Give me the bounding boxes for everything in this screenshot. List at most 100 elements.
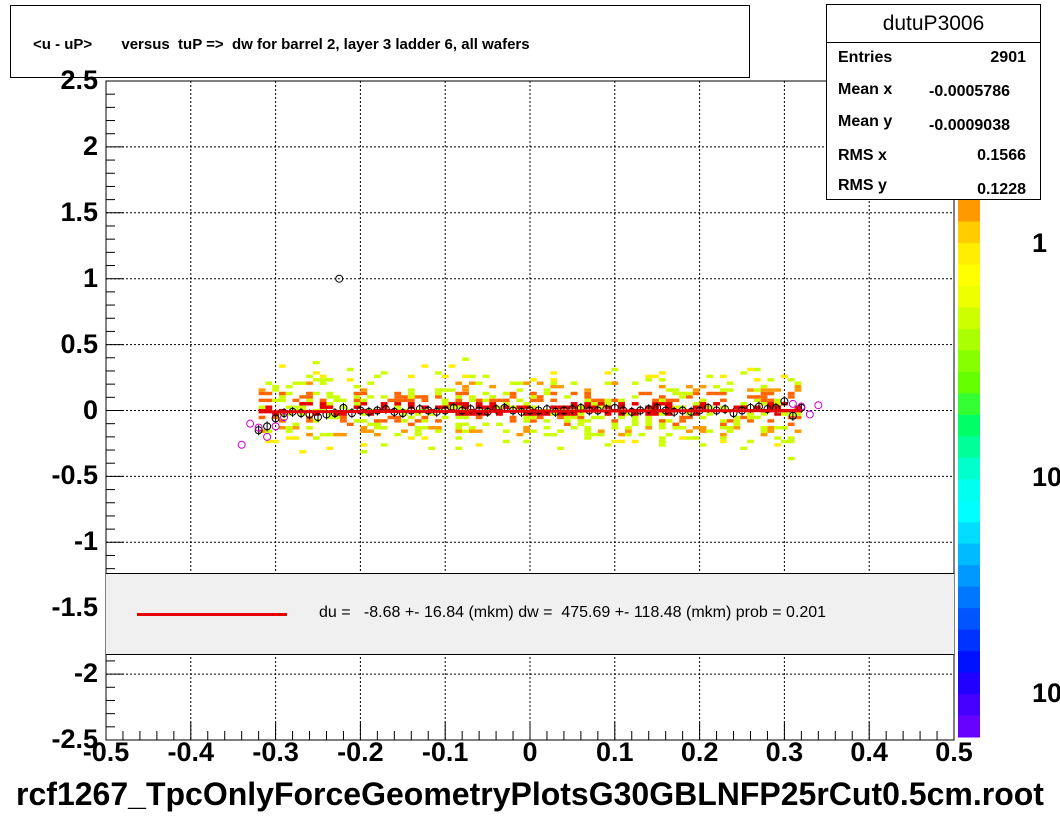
heatmap-cell bbox=[706, 405, 714, 409]
heatmap-cell bbox=[367, 395, 374, 399]
heatmap-cell bbox=[312, 378, 320, 382]
heatmap-cell bbox=[353, 419, 361, 423]
heatmap-cell bbox=[292, 422, 300, 427]
heatmap-cell bbox=[597, 405, 605, 409]
heatmap-cell bbox=[455, 429, 463, 433]
heatmap-cell bbox=[604, 381, 612, 385]
palette-swatch bbox=[958, 543, 980, 566]
heatmap-cells bbox=[258, 357, 802, 461]
heatmap-cell bbox=[652, 398, 659, 403]
heatmap-cell bbox=[306, 381, 313, 385]
heatmap-cell bbox=[421, 398, 429, 403]
heatmap-cell bbox=[543, 426, 551, 430]
heatmap-cell bbox=[726, 426, 734, 430]
heatmap-cell bbox=[787, 391, 795, 396]
heatmap-cell bbox=[624, 426, 632, 430]
heatmap-cell bbox=[258, 391, 266, 396]
heatmap-cell bbox=[570, 381, 578, 385]
heatmap-cell bbox=[468, 381, 476, 385]
heatmap-cell bbox=[475, 381, 483, 385]
y-tick-label: 1 bbox=[82, 262, 98, 293]
palette-swatch bbox=[958, 307, 980, 330]
heatmap-cell bbox=[346, 367, 354, 372]
heatmap-cell bbox=[767, 419, 775, 423]
heatmap-cell bbox=[380, 402, 388, 406]
heatmap-cell bbox=[475, 415, 483, 420]
heatmap-cell bbox=[340, 419, 347, 423]
heatmap-cell bbox=[475, 443, 483, 447]
heatmap-cell bbox=[435, 391, 442, 396]
heatmap-cell bbox=[401, 395, 408, 399]
heatmap-cell bbox=[407, 395, 415, 399]
heatmap-cell bbox=[760, 426, 768, 430]
heatmap-cell bbox=[455, 398, 463, 403]
heatmap-cell bbox=[530, 391, 537, 396]
heatmap-cell bbox=[692, 436, 700, 440]
heatmap-cell bbox=[530, 429, 537, 433]
profile-mean-marker bbox=[788, 411, 797, 420]
heatmap-cell bbox=[699, 426, 707, 430]
heatmap-cell bbox=[618, 439, 625, 444]
heatmap-cell bbox=[285, 391, 293, 396]
heatmap-cell bbox=[753, 367, 761, 372]
heatmap-cell bbox=[584, 388, 592, 392]
stats-value-mean-x: -0.0005786 bbox=[929, 83, 1010, 100]
heatmap-cell bbox=[672, 422, 680, 427]
heatmap-cell bbox=[272, 388, 279, 392]
heatmap-cell bbox=[753, 405, 761, 409]
stats-label-mean-y: Mean y bbox=[838, 113, 893, 130]
profile-secondary-marker bbox=[237, 440, 246, 449]
heatmap-cell bbox=[455, 446, 463, 451]
heatmap-cell bbox=[333, 432, 341, 437]
heatmap-cell bbox=[306, 432, 313, 437]
heatmap-cell bbox=[536, 395, 544, 399]
heatmap-cell bbox=[523, 381, 530, 385]
heatmap-cell bbox=[265, 398, 273, 403]
heatmap-cell bbox=[455, 415, 463, 420]
heatmap-cell bbox=[536, 415, 544, 420]
heatmap-cell bbox=[631, 422, 639, 427]
profile-mean-marker bbox=[644, 405, 653, 414]
heatmap-cell bbox=[563, 415, 571, 420]
heatmap-cell bbox=[719, 432, 727, 437]
heatmap-cell bbox=[557, 429, 564, 433]
heatmap-cell bbox=[502, 439, 510, 444]
fit-line bbox=[258, 409, 802, 414]
heatmap-cell bbox=[299, 405, 307, 409]
heatmap-cell bbox=[597, 432, 605, 437]
heatmap-cell bbox=[740, 415, 748, 420]
profile-secondary-marker bbox=[814, 401, 823, 410]
heatmap-cell bbox=[550, 432, 558, 437]
heatmap-cell bbox=[658, 439, 666, 444]
palette-swatch bbox=[958, 651, 980, 674]
heatmap-cell bbox=[502, 391, 510, 396]
heatmap-cell bbox=[394, 419, 402, 423]
heatmap-cell bbox=[380, 426, 388, 430]
heatmap-cell bbox=[584, 398, 592, 403]
heatmap-cell bbox=[272, 398, 279, 403]
heatmap-cell bbox=[563, 405, 571, 409]
heatmap-cell bbox=[767, 378, 775, 382]
palette-swatch bbox=[958, 242, 980, 265]
heatmap-cell bbox=[326, 446, 334, 451]
heatmap-cell bbox=[563, 412, 571, 416]
heatmap-cell bbox=[265, 439, 273, 444]
heatmap-cell bbox=[753, 415, 761, 420]
heatmap-cell bbox=[672, 398, 680, 403]
heatmap-cell bbox=[482, 405, 490, 409]
heatmap-cell bbox=[516, 405, 524, 409]
heatmap-cell bbox=[380, 371, 388, 375]
heatmap-cell bbox=[306, 398, 313, 403]
heatmap-cell bbox=[299, 395, 307, 399]
heatmap-cell bbox=[523, 429, 530, 433]
heatmap-cell bbox=[401, 412, 408, 416]
heatmap-cell bbox=[631, 419, 639, 423]
heatmap-cell bbox=[699, 398, 707, 403]
heatmap-cell bbox=[692, 405, 700, 409]
heatmap-cell bbox=[686, 384, 693, 389]
profile-secondary-marker bbox=[797, 402, 806, 411]
heatmap-cell bbox=[767, 398, 775, 403]
heatmap-cell bbox=[530, 415, 537, 420]
heatmap-cell bbox=[346, 378, 354, 382]
heatmap-cell bbox=[570, 405, 578, 409]
